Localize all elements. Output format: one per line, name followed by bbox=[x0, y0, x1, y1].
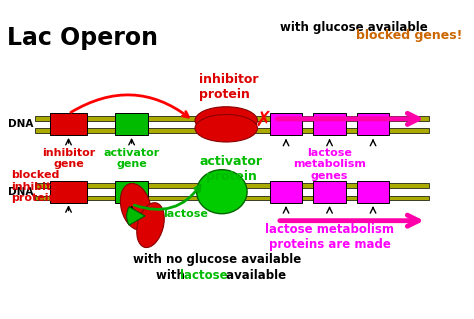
Text: lactose: lactose bbox=[164, 209, 208, 219]
Bar bbox=[357, 181, 389, 203]
Ellipse shape bbox=[197, 170, 247, 214]
Wedge shape bbox=[127, 207, 145, 225]
Bar bbox=[115, 113, 148, 135]
Bar bbox=[50, 113, 87, 135]
Bar bbox=[115, 181, 148, 203]
Text: blocked genes!: blocked genes! bbox=[356, 29, 463, 42]
Text: available: available bbox=[222, 269, 286, 282]
Bar bbox=[313, 113, 346, 135]
Bar bbox=[35, 115, 428, 121]
Text: blocked
inhibitor
protein: blocked inhibitor protein bbox=[11, 170, 64, 203]
Bar bbox=[35, 196, 428, 200]
Text: inhibitor
gene: inhibitor gene bbox=[42, 148, 95, 169]
Text: inhibitor
protein: inhibitor protein bbox=[199, 73, 258, 101]
Bar bbox=[35, 128, 428, 133]
Bar bbox=[313, 181, 346, 203]
Text: ✗: ✗ bbox=[255, 110, 273, 130]
Bar bbox=[357, 113, 389, 135]
Ellipse shape bbox=[120, 183, 151, 230]
Bar bbox=[35, 183, 428, 188]
Bar bbox=[270, 181, 302, 203]
Text: with glucose available: with glucose available bbox=[280, 21, 428, 34]
Text: DNA: DNA bbox=[8, 187, 33, 197]
Ellipse shape bbox=[137, 203, 164, 248]
Bar bbox=[270, 113, 302, 135]
Text: activator
protein: activator protein bbox=[200, 155, 263, 183]
Text: activator
gene: activator gene bbox=[103, 148, 160, 169]
Bar bbox=[50, 181, 87, 203]
Text: with: with bbox=[156, 269, 189, 282]
Text: lactose: lactose bbox=[180, 269, 228, 282]
Ellipse shape bbox=[195, 107, 257, 134]
Text: lactose
metabolism
genes: lactose metabolism genes bbox=[293, 148, 366, 181]
Text: Lac Operon: Lac Operon bbox=[7, 26, 158, 50]
Text: DNA: DNA bbox=[8, 119, 33, 130]
Text: lactose metabolism
proteins are made: lactose metabolism proteins are made bbox=[265, 223, 394, 251]
Text: with no glucose available: with no glucose available bbox=[133, 253, 301, 266]
Ellipse shape bbox=[195, 115, 257, 142]
